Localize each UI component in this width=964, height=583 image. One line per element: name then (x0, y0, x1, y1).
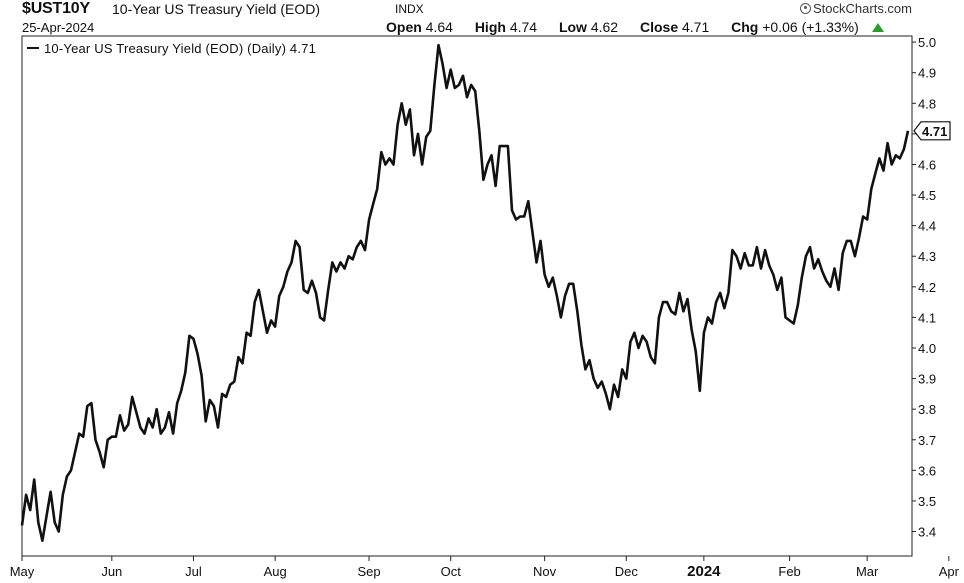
y-tick-label: 4.6 (918, 157, 936, 172)
y-tick-label: 4.9 (918, 66, 936, 81)
y-tick-label: 3.9 (918, 372, 936, 387)
y-tick-label: 3.4 (918, 525, 936, 540)
ticker-symbol: $UST10Y (22, 0, 90, 17)
x-tick-label: 2024 (687, 563, 721, 580)
x-tick-label: May (10, 564, 35, 579)
brand-name: StockCharts.com (813, 1, 912, 16)
brand-icon (800, 3, 812, 14)
last-value-tag: 4.71 (913, 121, 951, 141)
high-value: 4.74 (509, 19, 538, 35)
plot-frame (21, 35, 913, 557)
quote-summary: Open 4.64 High 4.74 Low 4.62 Close 4.71 … (386, 19, 902, 35)
x-tick-label: Jun (101, 564, 122, 579)
y-tick-label: 4.2 (918, 280, 936, 295)
chg-label: Chg (731, 19, 759, 35)
x-tick-label: Apr (939, 564, 960, 579)
legend: 10-Year US Treasury Yield (EOD) (Daily) … (27, 41, 316, 56)
x-tick-label: Aug (264, 564, 287, 579)
chg-value: +0.06 (+1.33%) (762, 19, 859, 35)
y-tick-label: 3.6 (918, 463, 936, 478)
x-tick-label: Jul (185, 564, 202, 579)
y-tick-label: 4.0 (918, 341, 936, 356)
up-arrow-icon (871, 23, 884, 32)
brand-logo[interactable]: StockCharts.com (800, 1, 912, 16)
last-value-box (913, 121, 951, 141)
x-tick-label: Dec (615, 564, 639, 579)
last-value-label: 4.71 (922, 124, 947, 139)
y-tick-label: 4.8 (918, 96, 936, 111)
close-value: 4.71 (682, 19, 710, 35)
open-value: 4.64 (425, 19, 453, 35)
x-tick-label: Mar (856, 564, 879, 579)
low-value: 4.62 (590, 19, 619, 35)
open-label: Open (386, 19, 422, 35)
y-tick-label: 4.1 (918, 310, 936, 325)
low-label: Low (558, 19, 587, 35)
y-tick-label: 5.0 (918, 35, 936, 50)
close-label: Close (639, 19, 679, 35)
x-tick-label: Sep (357, 564, 380, 579)
chart-date: 25-Apr-2024 (22, 20, 95, 35)
exchange-label: INDX (395, 2, 424, 16)
x-axis-ticks: May Jun Jul Aug Sep Oct Nov Dec 2024 Feb Mar Apr (10, 556, 960, 580)
y-tick-label: 3.7 (918, 433, 936, 448)
ticker-description: 10-Year US Treasury Yield (EOD) (112, 1, 321, 17)
y-tick-label: 4.5 (918, 188, 936, 203)
high-label: High (474, 19, 506, 35)
chart-header: $UST10Y 10-Year US Treasury Yield (EOD) … (22, 0, 964, 36)
x-tick-label: Nov (533, 564, 557, 579)
series-line (20, 43, 910, 542)
y-axis-ticks: 5.04.94.84.74.64.54.44.34.24.14.03.93.83… (912, 35, 936, 540)
y-tick-label: 4.3 (918, 249, 936, 264)
y-tick-label: 4.4 (918, 219, 936, 234)
x-tick-label: Oct (441, 564, 462, 579)
y-tick-label: 3.5 (918, 494, 936, 509)
y-tick-label: 3.8 (918, 402, 936, 417)
x-tick-label: Feb (778, 564, 800, 579)
legend-swatch (27, 47, 39, 49)
legend-label: 10-Year US Treasury Yield (EOD) (Daily) … (44, 41, 317, 56)
